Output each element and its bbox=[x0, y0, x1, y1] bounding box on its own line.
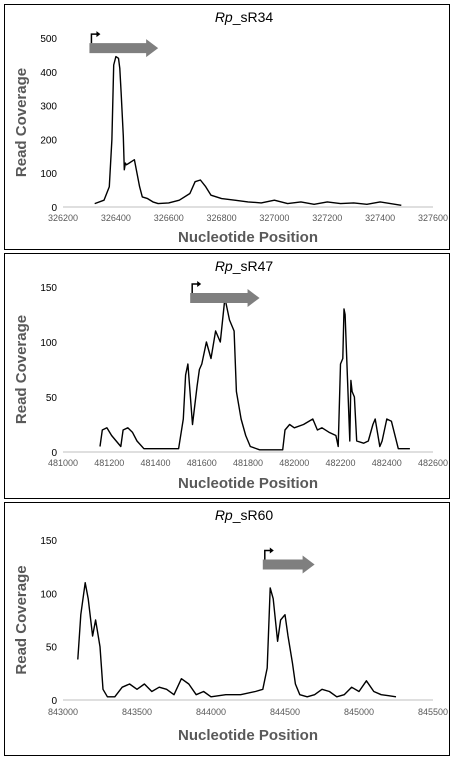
y-tick-label: 400 bbox=[40, 68, 57, 79]
x-tick-label: 482200 bbox=[325, 458, 355, 468]
y-tick-label: 100 bbox=[40, 589, 57, 600]
x-tick-label: 327000 bbox=[259, 213, 289, 223]
gene-arrow bbox=[190, 289, 260, 307]
x-tick-label: 327600 bbox=[418, 213, 448, 223]
chart-title-italic: Rp bbox=[215, 507, 233, 523]
transcription-start-icon bbox=[264, 549, 271, 560]
transcription-start-icon bbox=[90, 33, 98, 44]
transcription-start-arrowhead-icon bbox=[96, 31, 101, 38]
x-tick-label: 481200 bbox=[94, 458, 124, 468]
x-tick-label: 327200 bbox=[312, 213, 342, 223]
x-tick-label: 845500 bbox=[418, 707, 448, 717]
transcription-start-arrowhead-icon bbox=[197, 281, 202, 287]
x-tick-label: 326400 bbox=[101, 213, 131, 223]
x-tick-label: 482400 bbox=[372, 458, 402, 468]
chart-title: Rp_sR34 bbox=[215, 9, 274, 25]
y-tick-label: 100 bbox=[40, 338, 57, 349]
x-tick-label: 482600 bbox=[418, 458, 448, 468]
coverage-line bbox=[99, 297, 410, 451]
y-tick-label: 300 bbox=[40, 102, 57, 113]
x-tick-label: 843500 bbox=[122, 707, 152, 717]
chart-panel-sr34: Rp_sR34 326200 326400 326600 326800 327000 327… bbox=[4, 4, 450, 250]
x-tick-label: 481800 bbox=[233, 458, 263, 468]
y-tick-label: 150 bbox=[40, 283, 57, 294]
y-tick-label: 0 bbox=[51, 448, 57, 459]
coverage-line bbox=[94, 55, 402, 206]
y-tick-label: 50 bbox=[46, 393, 58, 404]
chart-title-rest: _sR60 bbox=[232, 507, 274, 523]
y-tick-label: 0 bbox=[51, 696, 57, 707]
x-tick-label: 326200 bbox=[48, 213, 78, 223]
x-tick-label: 326800 bbox=[207, 213, 237, 223]
chart-panel-sr60: Rp_sR60 843000 843500 844000 844500 845000 845… bbox=[4, 502, 450, 756]
x-tick-label: 481600 bbox=[187, 458, 217, 468]
y-axis-label: Read Coverage bbox=[13, 68, 30, 177]
y-tick-label: 50 bbox=[46, 643, 58, 654]
chart-title: Rp_sR47 bbox=[215, 258, 274, 274]
y-axis-label: Read Coverage bbox=[13, 315, 30, 424]
transcription-start-arrowhead-icon bbox=[269, 547, 274, 554]
chart-title: Rp_sR60 bbox=[215, 507, 274, 523]
x-axis-label: Nucleotide Position bbox=[178, 229, 318, 246]
transcription-start-icon bbox=[191, 283, 199, 293]
y-tick-label: 200 bbox=[40, 135, 57, 146]
chart-svg: Rp_sR34 326200 326400 326600 326800 327000 327… bbox=[13, 9, 448, 246]
gene-arrow bbox=[262, 555, 315, 574]
chart-svg: Rp_sR47 481000 481200 481400 481600 481800 482… bbox=[13, 258, 448, 492]
chart-svg: Rp_sR60 843000 843500 844000 844500 845000 845… bbox=[13, 507, 448, 744]
y-tick-label: 0 bbox=[51, 203, 57, 214]
x-tick-label: 481400 bbox=[140, 458, 170, 468]
y-tick-label: 100 bbox=[40, 169, 57, 180]
gene-arrow bbox=[89, 39, 159, 58]
x-tick-label: 843000 bbox=[48, 707, 78, 717]
x-tick-label: 482000 bbox=[279, 458, 309, 468]
y-tick-label: 150 bbox=[40, 536, 57, 547]
x-tick-label: 844500 bbox=[270, 707, 300, 717]
x-tick-label: 481000 bbox=[48, 458, 78, 468]
chart-panel-sr47: Rp_sR47 481000 481200 481400 481600 481800 482… bbox=[4, 253, 450, 499]
y-tick-label: 500 bbox=[40, 34, 57, 45]
x-tick-label: 326600 bbox=[154, 213, 184, 223]
chart-title-italic: Rp bbox=[215, 9, 233, 25]
chart-title-rest: _sR34 bbox=[232, 9, 274, 25]
chart-title-italic: Rp bbox=[215, 258, 233, 274]
y-axis-label: Read Coverage bbox=[13, 565, 30, 674]
x-tick-label: 845000 bbox=[344, 707, 374, 717]
chart-title-rest: _sR47 bbox=[232, 258, 274, 274]
x-axis-label: Nucleotide Position bbox=[178, 727, 318, 744]
x-axis-label: Nucleotide Position bbox=[178, 475, 318, 492]
x-tick-label: 327400 bbox=[365, 213, 395, 223]
x-tick-label: 844000 bbox=[196, 707, 226, 717]
coverage-line bbox=[77, 581, 397, 698]
